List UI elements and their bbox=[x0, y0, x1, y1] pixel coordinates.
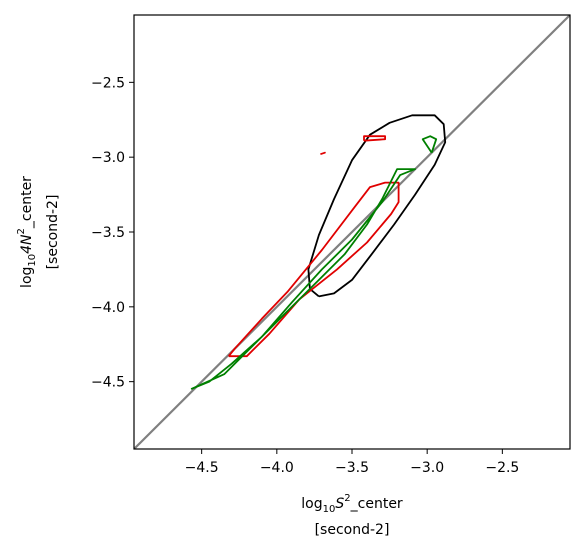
x-tick-label: −3.0 bbox=[410, 460, 444, 476]
x-axis-units: [second-2] bbox=[315, 522, 390, 538]
y-axis-label: log104N2_center bbox=[16, 176, 38, 288]
x-tick-label: −4.5 bbox=[185, 460, 219, 476]
y-tick-label: −4.0 bbox=[91, 300, 125, 316]
contour-line bbox=[320, 151, 326, 156]
contour-line bbox=[190, 168, 416, 390]
y-axis: −2.5 −3.0 −3.5 −4.0 −4.5 bbox=[91, 75, 134, 391]
y-tick-label: −3.5 bbox=[91, 225, 125, 241]
y-tick-label: −4.5 bbox=[91, 375, 125, 391]
y-tick-label: −2.5 bbox=[91, 75, 125, 91]
x-axis: −4.5 −4.0 −3.5 −3.0 −2.5 bbox=[185, 449, 519, 476]
contour-line bbox=[227, 181, 400, 358]
y-tick-label: −3.0 bbox=[91, 150, 125, 166]
reference-line bbox=[134, 15, 570, 449]
x-tick-label: −2.5 bbox=[485, 460, 519, 476]
contour-line bbox=[363, 135, 386, 142]
contour-line bbox=[307, 114, 447, 298]
plot-area bbox=[134, 15, 570, 449]
x-tick-label: −4.0 bbox=[260, 460, 294, 476]
y-axis-label-group: log104N2_center [second-2] bbox=[16, 176, 61, 288]
contour-series bbox=[190, 135, 438, 390]
y-axis-units: [second-2] bbox=[45, 195, 61, 270]
contour-series bbox=[307, 114, 447, 298]
contour-series bbox=[227, 135, 400, 358]
x-tick-label: −3.5 bbox=[335, 460, 369, 476]
x-axis-label: log10S2_center bbox=[301, 493, 403, 515]
contour-line bbox=[421, 135, 438, 154]
